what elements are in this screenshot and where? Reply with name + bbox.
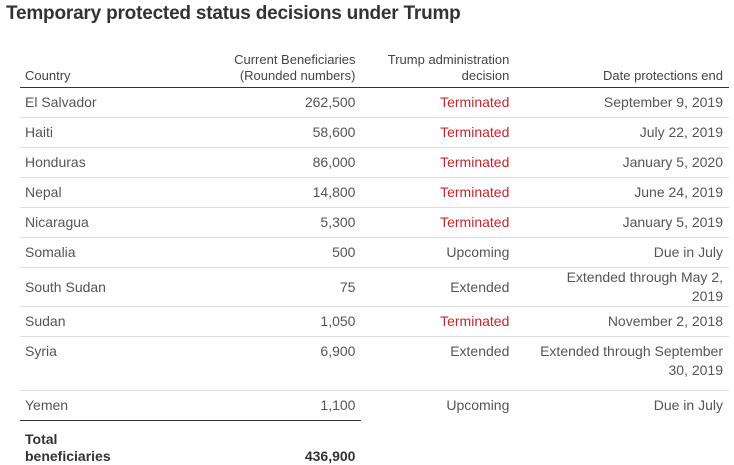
table-cell: Upcoming — [361, 238, 515, 268]
table-cell: June 24, 2019 — [515, 178, 729, 208]
table-cell: Terminated — [361, 118, 515, 148]
table-cell: 6,900 — [171, 337, 362, 391]
table-cell: Yemen — [20, 391, 171, 421]
table-cell: 5,300 — [171, 208, 362, 238]
table-cell: July 22, 2019 — [515, 118, 729, 148]
table-cell: 86,000 — [171, 148, 362, 178]
table-cell: Terminated — [361, 208, 515, 238]
table-cell: 14,800 — [171, 178, 362, 208]
table-cell: Upcoming — [361, 391, 515, 421]
table-cell: Due in July — [515, 238, 729, 268]
blank-cell — [515, 421, 729, 465]
table-cell: Extended through September 30, 2019 — [515, 337, 729, 391]
tps-table: Country Current Beneficiaries (Rounded n… — [20, 50, 729, 465]
table-cell: Somalia — [20, 238, 171, 268]
page: Temporary protected status decisions und… — [0, 0, 734, 453]
table-cell: Terminated — [361, 307, 515, 337]
table-cell: Nicaragua — [20, 208, 171, 238]
table-cell: Syria — [20, 337, 171, 391]
total-cell: 436,900 — [171, 421, 362, 465]
table-cell: 75 — [171, 268, 362, 307]
table-cell: Haiti — [20, 118, 171, 148]
table-cell: 58,600 — [171, 118, 362, 148]
header-cell: Trump administration decision — [361, 50, 515, 88]
header-cell: Current Beneficiaries (Rounded numbers) — [171, 50, 362, 88]
title: Temporary protected status decisions und… — [6, 3, 461, 25]
table-cell: January 5, 2019 — [515, 208, 729, 238]
table-cell: January 5, 2020 — [515, 148, 729, 178]
table-cell: Terminated — [361, 88, 515, 118]
header-cell: Date protections end — [515, 50, 729, 88]
table-cell: Sudan — [20, 307, 171, 337]
table-cell: Terminated — [361, 178, 515, 208]
header-cell: Country — [20, 50, 171, 88]
table-cell: Due in July — [515, 391, 729, 421]
table-cell: 1,050 — [171, 307, 362, 337]
table-cell: 500 — [171, 238, 362, 268]
table-cell: Nepal — [20, 178, 171, 208]
table-cell: September 9, 2019 — [515, 88, 729, 118]
total-cell: Total beneficiaries — [20, 421, 171, 465]
table-cell: South Sudan — [20, 268, 171, 307]
header-row: Country Current Beneficiaries (Rounded n… — [20, 50, 729, 88]
table-cell: Honduras — [20, 148, 171, 178]
table-cell: El Salvador — [20, 88, 171, 118]
table-cell: Terminated — [361, 148, 515, 178]
table-cell: Extended — [361, 337, 515, 391]
table-cell: Extended through May 2, 2019 — [515, 268, 729, 307]
blank-cell — [361, 421, 515, 465]
table-cell: November 2, 2018 — [515, 307, 729, 337]
table-cell: 1,100 — [171, 391, 362, 421]
table-cell: 262,500 — [171, 88, 362, 118]
table-cell: Extended — [361, 268, 515, 307]
